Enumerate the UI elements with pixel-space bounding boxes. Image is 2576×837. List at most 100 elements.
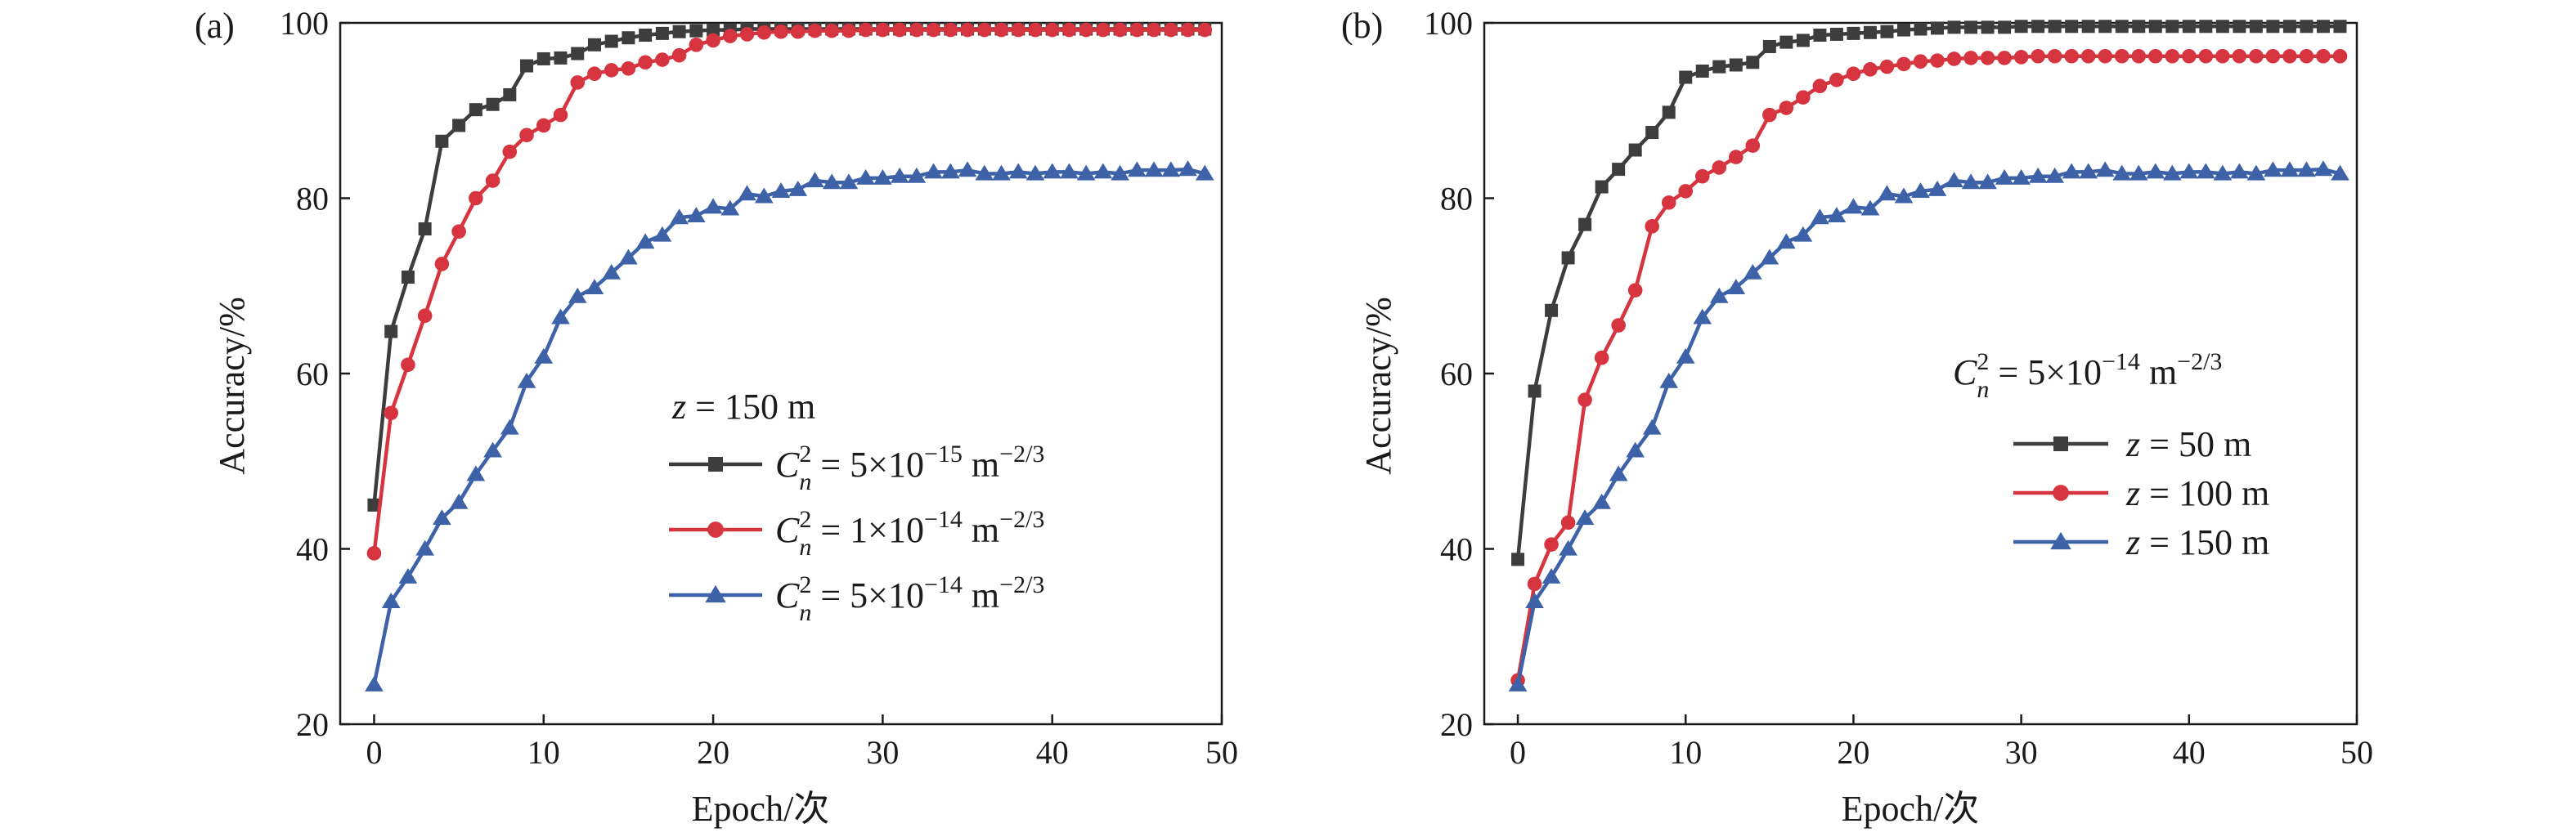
- panel-b-series-2-point: [1712, 160, 1727, 175]
- panel-b-series-1-point: [2249, 20, 2263, 34]
- panel-a-series-1-point: [536, 51, 550, 65]
- panel-b-series-3-point: [2331, 164, 2349, 181]
- panel-b-legend-label: z = 150 m: [2125, 522, 2269, 562]
- panel-a-x-tick-label: 10: [527, 734, 560, 771]
- panel-b-y-tick-label: 60: [1440, 356, 1473, 392]
- panel-a-series-2-point: [723, 29, 738, 43]
- panel-a-y-tick-label: 80: [296, 181, 329, 217]
- panel-a-series-3-point: [687, 207, 706, 223]
- panel-b-series-2-point: [1694, 168, 1710, 184]
- panel-b-series-3-point: [2028, 167, 2048, 183]
- panel-b-series-3-point: [1811, 208, 1829, 225]
- panel-b-series-2-point: [2265, 48, 2281, 64]
- panel-b-series-1-point: [1561, 251, 1575, 265]
- panel-a-series-2-point: [553, 107, 568, 123]
- panel-b-series-3-point: [1911, 182, 1930, 199]
- panel-a-series-2-point: [417, 308, 433, 324]
- panel-b-legend-label: z = 50 m: [2125, 424, 2251, 464]
- panel-b-series-2-point: [1594, 350, 1609, 365]
- panel-a-series-2-point: [1147, 22, 1161, 38]
- panel-a-series-2-point: [401, 357, 415, 373]
- panel-a-legend: z = 150 m C2 n = 5×10−15 m−2/3 C2 n = 1×10−…: [669, 387, 1044, 626]
- panel-a-series-3-point: [415, 539, 434, 556]
- panel-b-series-3-point: [2179, 163, 2199, 179]
- panel-a-series-2-point: [739, 27, 755, 42]
- panel-b-series-3-point: [1777, 233, 1796, 249]
- panel-b-series-3-point: [2045, 167, 2064, 183]
- panel-b-x-tick-label: 40: [2173, 734, 2206, 771]
- panel-b-legend-swatch-marker: [2053, 436, 2068, 451]
- panel-b-series-3-point: [2112, 164, 2132, 181]
- panel-b-series-1-point: [1762, 39, 1776, 53]
- panel-b-series-2-point: [1829, 72, 1844, 87]
- panel-b-y-tick-label: 40: [1440, 531, 1473, 568]
- panel-a-legend-entry-2: C2 n = 1×10−14 m−2/3: [669, 506, 1044, 561]
- panel-a-series-2-point: [1011, 22, 1026, 38]
- panel-a-legend-title: z = 150 m: [671, 387, 815, 427]
- panel-b-series-1-point: [1847, 26, 1860, 40]
- panel-b-series-2-point: [2131, 48, 2147, 64]
- panel-a-series-3-point: [907, 167, 927, 183]
- panel-b-series-2-point: [1896, 56, 1911, 72]
- panel-b-series-3-point: [1860, 199, 1880, 216]
- panel-a-series-3-point: [754, 187, 774, 204]
- panel-a-series-3-point: [940, 163, 960, 179]
- panel-b-series-2-point: [1678, 184, 1694, 199]
- panel-a-series-2-point: [943, 22, 958, 38]
- panel-b-series-3-point: [2246, 164, 2266, 181]
- panel-a-series-2-point: [994, 22, 1009, 38]
- panel-a-series-2-point: [451, 224, 466, 239]
- panel-a-series-1-point: [587, 38, 601, 51]
- panel-b-series-2-point: [2232, 48, 2247, 64]
- panel-b-series-3-point: [1961, 173, 1981, 190]
- panel-b-axes-frame: [1483, 21, 2358, 726]
- panel-b-series-1-point: [1931, 21, 1945, 35]
- panel-b-series-1-point: [2081, 20, 2095, 34]
- panel-b-legend-swatch-marker: [2050, 531, 2071, 550]
- panel-a-series-2-point: [587, 66, 602, 82]
- panel-a-series-3-point: [839, 173, 859, 190]
- panel-a-x-tick-label: 40: [1036, 734, 1069, 771]
- panel-b-series-1-point: [1896, 23, 1910, 37]
- panel-a-legend-label: C2 n = 5×10−15 m−2/3: [775, 441, 1044, 495]
- panel-b-series-2-point: [1997, 51, 2012, 65]
- panel-b-series-2-point: [2332, 48, 2348, 64]
- panel-b-series-2-point: [2064, 48, 2079, 64]
- panel-b-series-3-point: [1609, 465, 1628, 481]
- panel-a-series-3-point: [975, 164, 994, 181]
- panel-a-series-3-point: [398, 568, 418, 584]
- panel-a-series-3-point: [1178, 160, 1197, 177]
- panel-b-series-2-point: [1812, 78, 1828, 94]
- panel-a-series-3-point: [1144, 161, 1164, 177]
- panel-a-series-2-point: [655, 52, 670, 67]
- panel-b-series-3-point: [1878, 185, 1896, 201]
- panel-a-series-3-point: [1043, 163, 1062, 179]
- panel-a-series-1-point: [639, 29, 653, 43]
- panel-a-series-3-point: [635, 233, 655, 249]
- panel-a-series-3-point: [738, 185, 756, 201]
- panel-a-series-2-point: [892, 22, 907, 38]
- panel-a-series-3-point: [500, 418, 519, 435]
- panel-b-series-3-point: [1793, 226, 1813, 242]
- panel-b-series-3-point: [1995, 169, 2014, 185]
- panel-b-series-1-point: [2266, 20, 2280, 34]
- panel-a-series-3-point: [1195, 164, 1214, 181]
- panel-b-series-2-point: [2080, 48, 2096, 64]
- panel-a-series-2-point: [1028, 22, 1043, 38]
- panel-b-series-1-point: [1528, 384, 1542, 398]
- panel-b-series-2-point: [1544, 537, 1559, 552]
- panel-b-series-2-point: [1980, 51, 1995, 65]
- panel-a-series-2-point: [706, 33, 720, 48]
- panel-a-legend-label: C2 n = 5×10−14 m−2/3: [775, 571, 1044, 626]
- panel-a-series-2-point: [960, 22, 975, 38]
- panel-b-series-2-point: [2282, 48, 2297, 64]
- panel-b-series-2-point: [1577, 392, 1592, 407]
- panel-a-series-3-point: [1060, 163, 1079, 179]
- panel-b-series-2-point: [1745, 138, 1761, 153]
- panel-a-series-1-point: [367, 498, 381, 512]
- panel-a-series-2-point: [366, 546, 382, 561]
- panel-b-series-2-point: [1930, 53, 1945, 68]
- panel-a-series-3-point: [534, 347, 554, 364]
- panel-a-series-2-point: [807, 23, 823, 38]
- panel-b-series-1-point: [1964, 20, 1978, 34]
